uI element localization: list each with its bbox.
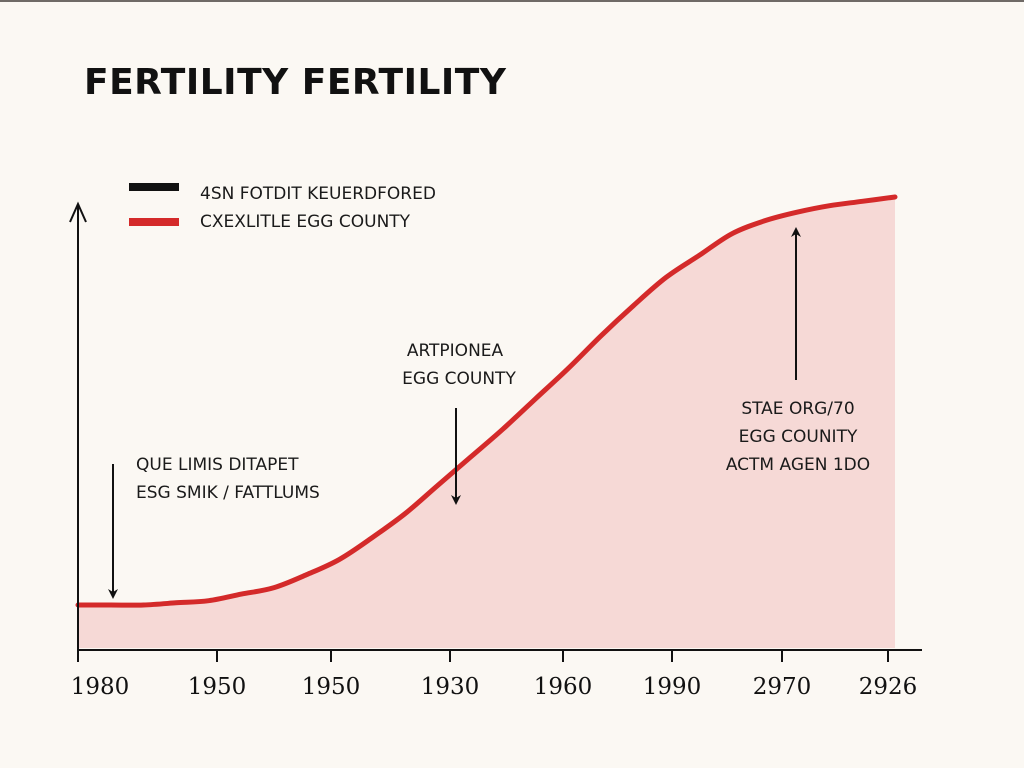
x-tick-label: 2926	[859, 674, 918, 700]
x-tick-label: 1950	[188, 674, 247, 700]
top-border	[0, 0, 1024, 2]
annotation-middle-line-2: EGG COUNTY	[402, 369, 516, 389]
annotation-right-line-3: ACTM AGEN 1DO	[726, 455, 870, 475]
x-tick-label: 1950	[302, 674, 361, 700]
annotation-middle: ARTPIONEA EGG COUNTY	[402, 341, 516, 505]
annotation-right-line-1: STAE ORG/70	[741, 399, 854, 419]
annotation-left-line-2: ESG SMIK / FATTLUMS	[136, 483, 320, 503]
chart-title: FERTILITY FERTILITY	[84, 62, 507, 103]
y-axis-arrow-icon	[69, 201, 87, 223]
x-tick-label: 2970	[753, 674, 812, 700]
legend: 4SN FOTDIT KEUERDFORED CXEXLITLE EGG COU…	[129, 183, 436, 232]
series-line	[75, 194, 898, 608]
x-tick-label: 1990	[643, 674, 702, 700]
annotation-left-line-1: QUE LIMIS DITAPET	[136, 455, 299, 475]
annotation-right: STAE ORG/70 EGG COUNITY ACTM AGEN 1DO	[726, 227, 870, 475]
x-tick-label: 1960	[534, 674, 593, 700]
x-tick-label: 1930	[421, 674, 480, 700]
area-fill	[78, 197, 895, 648]
x-tick-label: 1980	[71, 674, 130, 700]
legend-swatch-1	[129, 218, 179, 226]
legend-swatch-0	[129, 183, 179, 191]
annotation-left: QUE LIMIS DITAPET ESG SMIK / FATTLUMS	[108, 455, 320, 599]
legend-label-0: 4SN FOTDIT KEUERDFORED	[200, 184, 436, 204]
annotation-right-line-2: EGG COUNITY	[739, 427, 858, 447]
x-axis-ticks: 1980 1950 1950 1930 1960 1990 2970 2926	[71, 650, 918, 700]
legend-label-1: CXEXLITLE EGG COUNTY	[200, 212, 411, 232]
annotation-middle-line-1: ARTPIONEA	[407, 341, 504, 361]
